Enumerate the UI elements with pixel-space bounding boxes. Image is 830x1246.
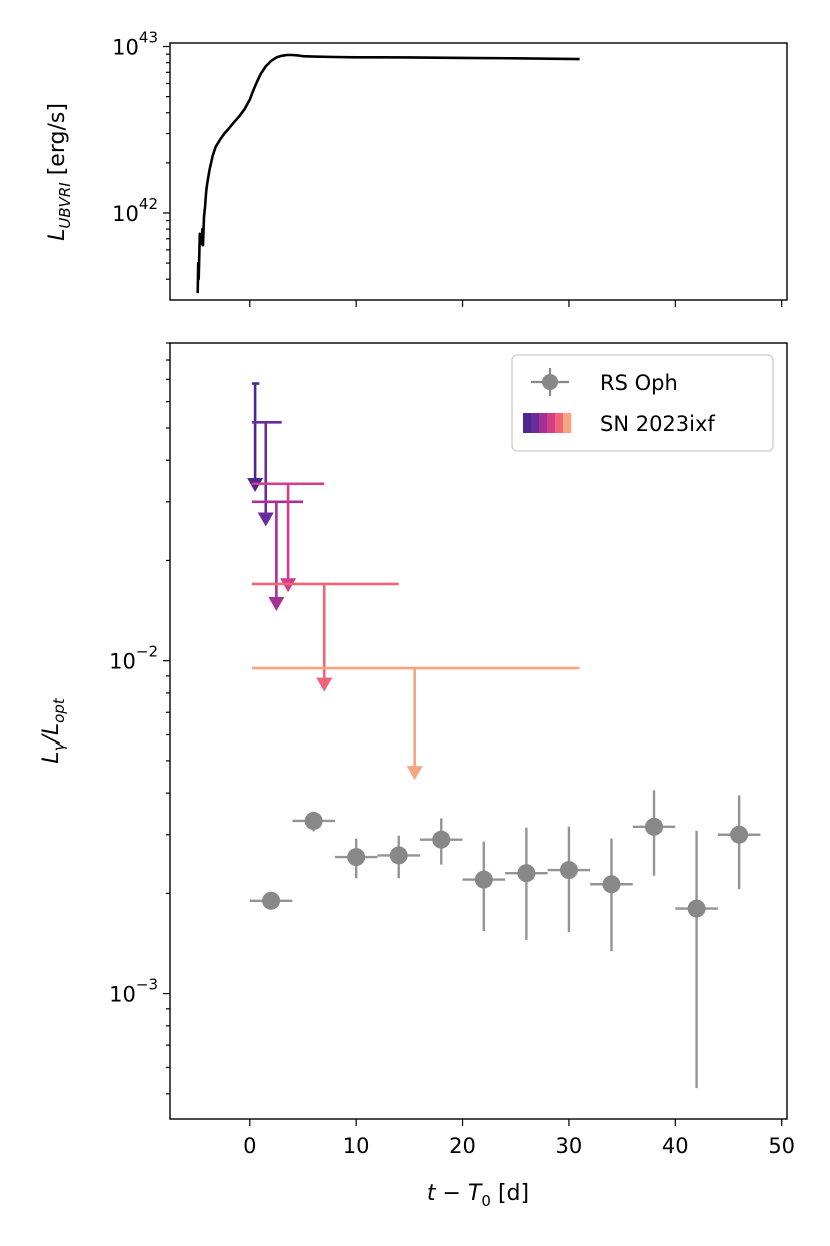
light-curve-line bbox=[196, 53, 580, 294]
bottom-plot-area bbox=[247, 382, 761, 1089]
rs-oph-point bbox=[590, 838, 633, 952]
bottom-y-axis-label: Lγ/Lopt bbox=[39, 697, 68, 764]
y-tick-label: 1042 bbox=[112, 195, 158, 226]
bottom-x-ticks: 0 10 20 30 40 50 bbox=[243, 1119, 795, 1158]
rs-oph-point bbox=[377, 835, 420, 879]
x-tick-label: 50 bbox=[768, 1134, 795, 1158]
x-tick-label: 30 bbox=[556, 1134, 583, 1158]
x-tick-label: 0 bbox=[243, 1134, 256, 1158]
legend-label-rs-oph: RS Oph bbox=[600, 371, 678, 395]
rs-oph-point bbox=[292, 811, 335, 832]
data-marker bbox=[645, 817, 664, 836]
data-marker bbox=[602, 875, 621, 894]
rs-oph-point bbox=[717, 795, 761, 890]
legend: RS Oph SN 2023ixf bbox=[511, 354, 774, 452]
data-marker bbox=[432, 830, 451, 849]
upper-limit-arrowhead bbox=[280, 578, 297, 593]
legend-swatch bbox=[531, 413, 540, 433]
rs-oph-point bbox=[632, 790, 676, 876]
sn2023ixf-upper-limit bbox=[251, 482, 325, 593]
top-axes-frame bbox=[169, 42, 788, 301]
upper-limit-arrowhead bbox=[247, 478, 264, 493]
rs-oph-point bbox=[505, 827, 548, 940]
rs-oph-point bbox=[249, 891, 293, 910]
upper-limit-arrowhead bbox=[316, 677, 333, 692]
upper-limit-arrowhead bbox=[406, 766, 423, 781]
data-marker bbox=[262, 891, 281, 910]
bottom-axes-frame bbox=[169, 342, 788, 1120]
legend-box bbox=[511, 354, 774, 452]
legend-swatch bbox=[547, 413, 556, 433]
y-tick-label: 10−3 bbox=[109, 976, 158, 1007]
sn2023ixf-upper-limit bbox=[251, 666, 580, 781]
x-tick-label: 10 bbox=[343, 1134, 370, 1158]
data-marker bbox=[304, 811, 323, 830]
data-marker bbox=[347, 848, 366, 867]
top-x-ticks bbox=[249, 300, 783, 307]
data-marker bbox=[389, 846, 408, 865]
legend-label-sn-2023ixf: SN 2023ixf bbox=[600, 412, 715, 436]
rs-oph-point bbox=[334, 838, 378, 879]
legend-swatch bbox=[523, 413, 532, 433]
x-axis-label: t − T0 [d] bbox=[427, 1181, 529, 1210]
rs-oph-point bbox=[419, 818, 463, 865]
legend-swatch bbox=[563, 413, 572, 433]
top-panel: 1042 1043 LUBVRI [erg/s] bbox=[45, 29, 788, 307]
data-marker bbox=[687, 899, 706, 918]
data-marker bbox=[730, 825, 749, 844]
rs-oph-point bbox=[547, 826, 591, 933]
top-plot-area bbox=[196, 53, 580, 294]
bottom-y-ticks: 10−3 10−2 bbox=[109, 342, 170, 1095]
data-marker bbox=[559, 861, 578, 880]
top-y-axis-label: LUBVRI [erg/s] bbox=[45, 103, 74, 241]
top-y-ticks: 1042 1043 bbox=[112, 29, 170, 280]
rs-oph-point bbox=[462, 841, 506, 932]
data-marker bbox=[517, 864, 536, 883]
rs-oph-point bbox=[675, 830, 718, 1089]
sn2023ixf-upper-limit bbox=[251, 500, 303, 611]
y-tick-label: 10−2 bbox=[109, 643, 158, 674]
upper-limit-arrowhead bbox=[257, 512, 274, 527]
legend-swatch bbox=[555, 413, 564, 433]
sn2023ixf-upper-limit bbox=[251, 582, 399, 692]
upper-limit-arrowhead bbox=[268, 596, 285, 611]
y-tick-label: 1043 bbox=[112, 29, 158, 60]
sn2023ixf-upper-limit bbox=[247, 382, 264, 493]
legend-swatch bbox=[539, 413, 548, 433]
legend-marker-sn-2023ixf bbox=[523, 413, 572, 433]
x-tick-label: 40 bbox=[662, 1134, 689, 1158]
bottom-panel: 10−310−2 0 10 20 30 40 50 Lγ/Lopt t − T0 [d] … bbox=[39, 342, 795, 1210]
legend-marker-rs-oph bbox=[531, 368, 569, 396]
data-marker bbox=[474, 870, 493, 889]
x-tick-label: 20 bbox=[449, 1134, 476, 1158]
